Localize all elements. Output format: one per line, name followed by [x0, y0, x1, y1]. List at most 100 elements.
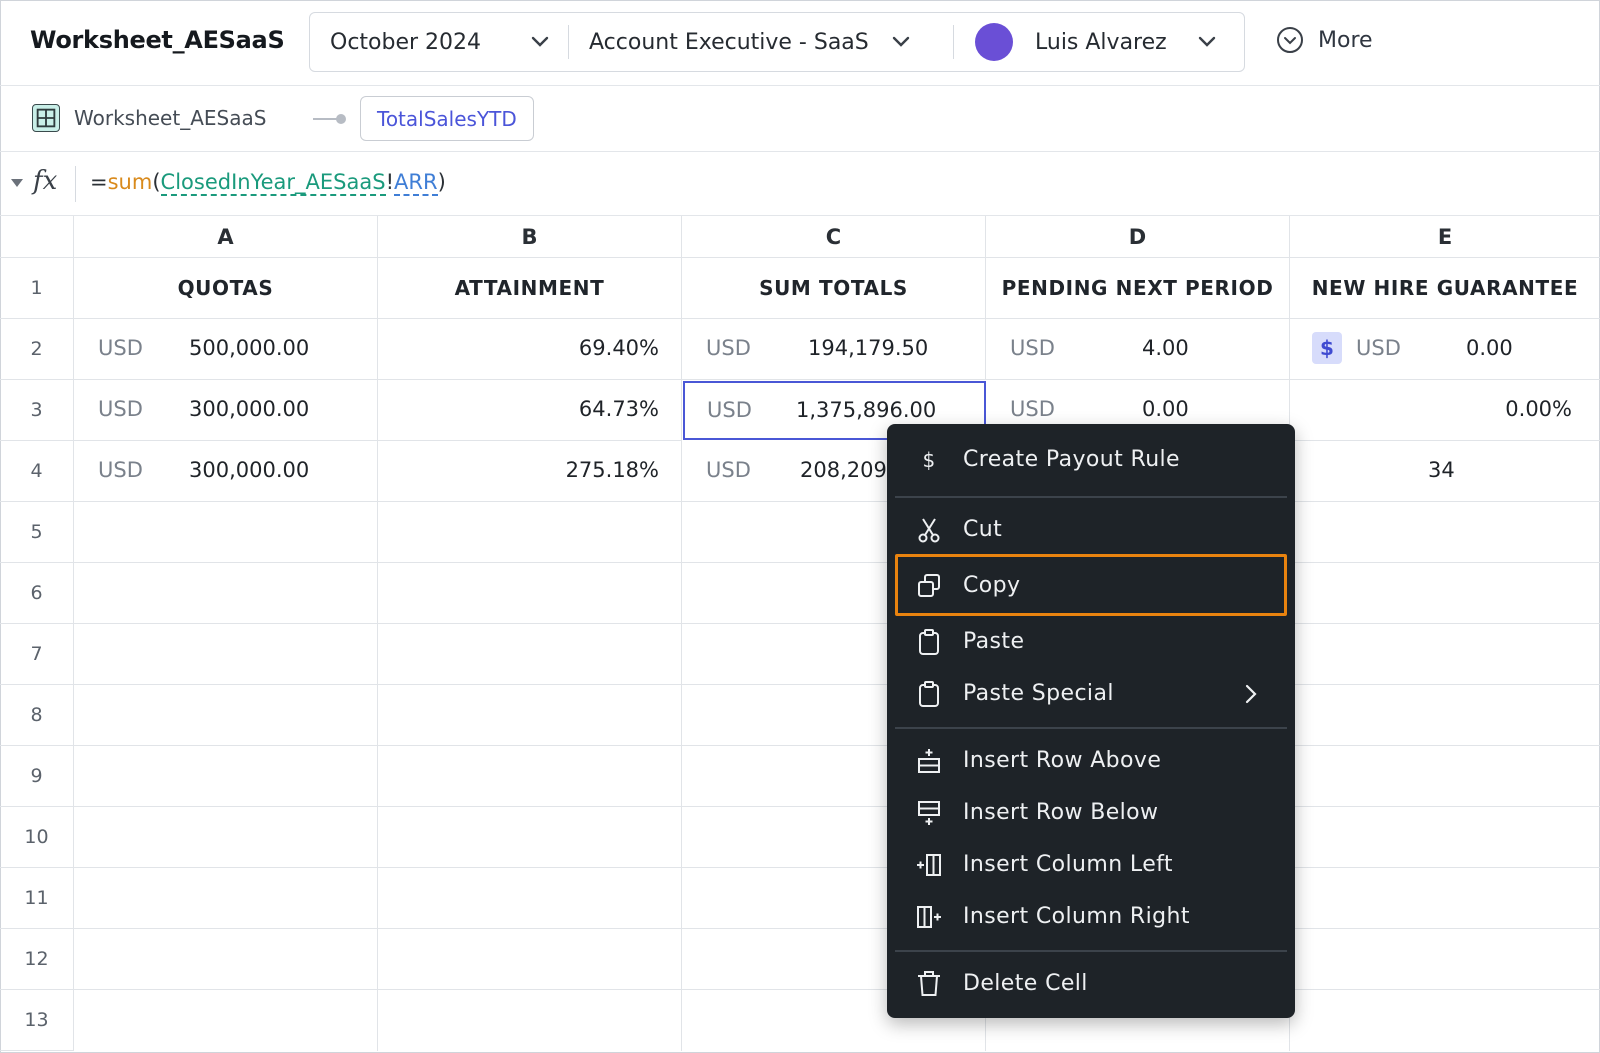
cell-e1[interactable]: NEW HIRE GUARANTEE — [1290, 258, 1600, 319]
chevron-down-icon — [531, 36, 549, 47]
cell-e4[interactable]: 34 — [1290, 441, 1600, 502]
worksheet-title: Worksheet_AESaaS — [30, 26, 285, 54]
column-header-c[interactable]: C — [682, 216, 986, 258]
currency-label: USD — [1356, 336, 1401, 360]
cell-b4[interactable]: 275.18% — [378, 441, 682, 502]
cell-c1[interactable]: SUM TOTALS — [682, 258, 986, 319]
currency-label: USD — [706, 458, 751, 482]
cell-b3[interactable]: 64.73% — [378, 380, 682, 441]
cell-a4[interactable]: USD 300,000.00 — [74, 441, 378, 502]
menu-item-copy[interactable]: Copy — [895, 554, 1287, 616]
breadcrumb-dot — [336, 114, 346, 124]
user-selector[interactable]: Luis Alvarez — [1035, 13, 1235, 71]
breadcrumb-connector — [313, 118, 343, 120]
row-number[interactable]: 9 — [0, 746, 74, 807]
row-line — [74, 806, 1600, 807]
row-number[interactable]: 13 — [0, 990, 74, 1051]
menu-item-insert-column-right[interactable]: Insert Column Right — [895, 891, 1287, 943]
grid-corner — [0, 216, 74, 258]
collapse-caret-icon[interactable] — [11, 179, 23, 187]
chevron-down-icon — [1198, 36, 1216, 47]
row-number[interactable]: 10 — [0, 807, 74, 868]
chevron-right-icon — [1245, 684, 1257, 704]
cell-d1[interactable]: PENDING NEXT PERIOD — [986, 258, 1290, 319]
row-number[interactable]: 2 — [0, 319, 74, 380]
cell-value: 69.40% — [578, 336, 659, 360]
svg-text:$: $ — [922, 448, 935, 472]
row-line — [74, 989, 1600, 990]
user-name: Luis Alvarez — [1035, 29, 1167, 55]
menu-item-label: Insert Row Below — [963, 800, 1159, 825]
more-label: More — [1318, 27, 1373, 53]
cell-d2[interactable]: USD 4.00 — [986, 319, 1290, 380]
cell-b1[interactable]: ATTAINMENT — [378, 258, 682, 319]
menu-item-create-payout-rule[interactable]: $ Create Payout Rule — [895, 434, 1287, 486]
menu-item-paste-special[interactable]: Paste Special — [895, 668, 1287, 720]
row-line — [74, 745, 1600, 746]
period-selector[interactable]: October 2024 — [330, 13, 562, 71]
row-number[interactable]: 11 — [0, 868, 74, 929]
menu-item-label: Delete Cell — [963, 971, 1088, 996]
cell-value: 34 — [1428, 458, 1455, 482]
menu-item-insert-row-below[interactable]: Insert Row Below — [895, 787, 1287, 839]
menu-item-delete-cell[interactable]: Delete Cell — [895, 958, 1287, 1010]
breadcrumb-worksheet[interactable]: Worksheet_AESaaS — [74, 106, 267, 130]
menu-item-cut[interactable]: Cut — [895, 504, 1287, 556]
cell-e2[interactable]: $ USD 0.00 — [1290, 319, 1600, 380]
cell-c3-selected[interactable]: USD 1,375,896.00 — [683, 381, 986, 440]
row-line — [74, 623, 1600, 624]
cell-c4[interactable]: USD 208,209 — [682, 441, 986, 502]
cell-a2[interactable]: USD 500,000.00 — [74, 319, 378, 380]
column-header-e[interactable]: E — [1290, 216, 1600, 258]
avatar — [975, 23, 1013, 61]
menu-item-label: Insert Column Right — [963, 904, 1190, 929]
cell-a1[interactable]: QUOTAS — [74, 258, 378, 319]
trash-icon — [918, 971, 940, 996]
menu-item-paste[interactable]: Paste — [895, 616, 1287, 668]
cell-value: 300,000.00 — [189, 397, 310, 421]
empty-column-b — [378, 502, 682, 1051]
cell-value: 194,179.50 — [808, 336, 929, 360]
menu-item-label: Cut — [963, 517, 1003, 542]
cell-value: 4.00 — [1142, 336, 1189, 360]
formula-column-ref: ARR — [394, 170, 438, 196]
row-line — [74, 684, 1600, 685]
cell-c2[interactable]: USD 194,179.50 — [682, 319, 986, 380]
column-header-b[interactable]: B — [378, 216, 682, 258]
column-header-a[interactable]: A — [74, 216, 378, 258]
row-number[interactable]: 5 — [0, 502, 74, 563]
cell-value: 300,000.00 — [189, 458, 310, 482]
active-column-chip[interactable]: TotalSalesYTD — [360, 96, 534, 141]
plan-selector[interactable]: Account Executive - SaaS — [589, 13, 934, 71]
row-number[interactable]: 7 — [0, 624, 74, 685]
cell-value: 1,375,896.00 — [796, 398, 937, 422]
chevron-down-icon — [892, 36, 910, 47]
row-number[interactable]: 1 — [0, 258, 74, 319]
cell-a3[interactable]: USD 300,000.00 — [74, 380, 378, 441]
menu-item-label: Paste — [963, 629, 1025, 654]
menu-item-label: Copy — [963, 573, 1021, 598]
clipboard-icon — [919, 681, 939, 707]
insert-column-right-icon — [917, 906, 941, 928]
more-button[interactable]: More — [1276, 26, 1373, 54]
menu-item-insert-row-above[interactable]: Insert Row Above — [895, 735, 1287, 787]
row-number[interactable]: 3 — [0, 380, 74, 441]
cell-e3[interactable]: 0.00% — [1290, 380, 1600, 441]
currency-label: USD — [98, 336, 143, 360]
cell-b2[interactable]: 69.40% — [378, 319, 682, 380]
formula-input[interactable]: =sum(ClosedInYear_AESaaS!ARR) — [90, 170, 446, 196]
column-header-d[interactable]: D — [986, 216, 1290, 258]
row-number[interactable]: 8 — [0, 685, 74, 746]
currency-label: USD — [98, 397, 143, 421]
cell-value: 0.00% — [1505, 397, 1572, 421]
chevron-circle-down-icon — [1277, 27, 1303, 53]
row-number[interactable]: 4 — [0, 441, 74, 502]
row-line — [74, 867, 1600, 868]
row-number[interactable]: 6 — [0, 563, 74, 624]
menu-item-insert-column-left[interactable]: Insert Column Left — [895, 839, 1287, 891]
formula-table-ref: ClosedInYear_AESaaS — [160, 170, 386, 196]
row-number[interactable]: 12 — [0, 929, 74, 990]
row-line — [74, 928, 1600, 929]
cell-value: 275.18% — [565, 458, 659, 482]
scissors-icon — [918, 518, 940, 543]
